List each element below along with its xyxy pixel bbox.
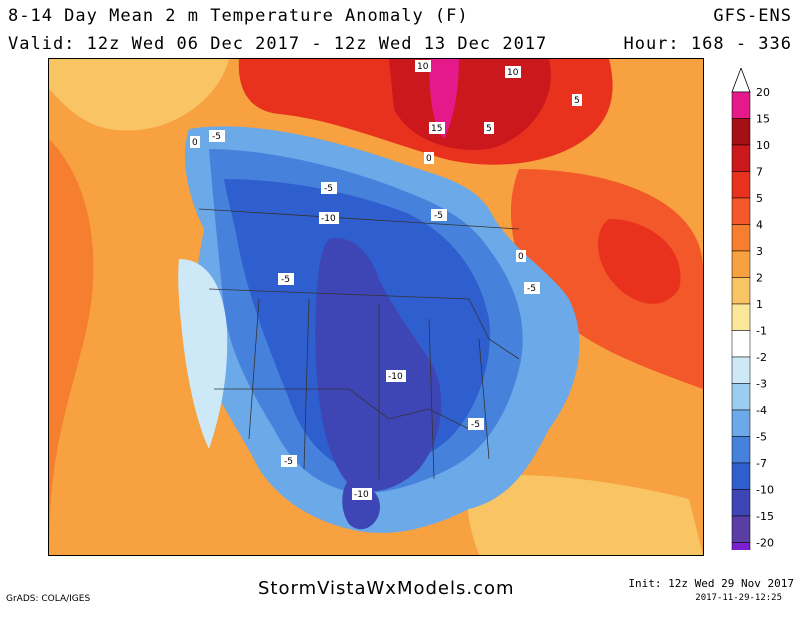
svg-text:5: 5 (486, 124, 492, 134)
svg-text:10: 10 (417, 62, 429, 72)
contour-label: -10 (352, 488, 372, 500)
legend-level-label: 15 (756, 113, 770, 126)
legend-color-box (731, 515, 751, 543)
legend-level-label: 4 (756, 219, 763, 232)
legend-color-box (731, 171, 751, 199)
legend-labels: 20 15 10 7 5 4 3 2 1 -1 -2 -3 -4 -5 -7 -10 -15 -20 (756, 86, 774, 550)
contour-label: -5 (278, 273, 294, 285)
svg-text:5: 5 (574, 96, 580, 106)
legend-color-box (731, 542, 751, 550)
map-title: 8-14 Day Mean 2 m Temperature Anomaly (F… (8, 6, 469, 26)
contour-label: -10 (319, 212, 339, 224)
contour-label: 5 (484, 122, 494, 134)
svg-text:-5: -5 (471, 420, 480, 430)
legend-top-arrow (731, 68, 751, 93)
caribbean-warm-area (467, 475, 703, 555)
svg-text:-5: -5 (527, 284, 536, 294)
legend-color-box (731, 462, 751, 490)
contour-label: 10 (505, 66, 521, 78)
contour-label: -5 (281, 455, 297, 467)
legend-color-box (731, 118, 751, 146)
website-name: StormVistaWxModels.com (258, 578, 515, 599)
legend-color-box (731, 277, 751, 305)
contour-label: -5 (524, 282, 540, 294)
legend-level-label: -2 (756, 351, 767, 364)
political-borders (198, 208, 520, 480)
legend-level-label: 2 (756, 272, 763, 285)
grads-credit: GrADS: COLA/IGES (6, 594, 91, 604)
legend-color-boxes (731, 68, 751, 550)
legend-level-label: -7 (756, 457, 767, 470)
legend-color-box (731, 144, 751, 172)
legend-level-label: -4 (756, 404, 767, 417)
svg-text:-5: -5 (434, 211, 443, 221)
cold-core-area (315, 238, 442, 492)
svg-text:-10: -10 (354, 490, 369, 500)
contour-label: 0 (516, 250, 526, 262)
svg-text:-5: -5 (281, 275, 290, 285)
forecast-hour: Hour: 168 - 336 (623, 34, 792, 54)
svg-text:-5: -5 (212, 132, 221, 142)
legend-color-box (731, 489, 751, 517)
valid-period: Valid: 12z Wed 06 Dec 2017 - 12z Wed 13 … (8, 34, 548, 54)
contour-label: -5 (321, 182, 337, 194)
svg-text:-5: -5 (324, 184, 333, 194)
anomaly-map: -5 -5 -10 -5 -5 -5 -10 -5 -5 -10 0 0 0 5… (48, 58, 704, 556)
svg-text:10: 10 (507, 68, 519, 78)
contour-label: -10 (386, 370, 406, 382)
map-canvas: -5 -5 -10 -5 -5 -5 -10 -5 -5 -10 0 0 0 5… (49, 59, 703, 555)
model-name: GFS-ENS (713, 6, 792, 26)
legend-color-box (731, 197, 751, 225)
contour-labels: -5 -5 -10 -5 -5 -5 -10 -5 -5 -10 0 0 0 5… (190, 60, 582, 500)
legend-level-label: 20 (756, 86, 770, 99)
svg-text:-10: -10 (321, 214, 336, 224)
contour-label: 10 (415, 60, 431, 72)
legend-color-box (731, 224, 751, 252)
legend-level-label: 7 (756, 166, 763, 179)
svg-text:15: 15 (431, 124, 442, 134)
alaska-warm-area (49, 59, 229, 131)
contour-label: 0 (424, 152, 434, 164)
legend-level-label: 5 (756, 192, 763, 205)
contour-label: 5 (572, 94, 582, 106)
legend-color-box (731, 250, 751, 278)
svg-text:-10: -10 (388, 372, 403, 382)
contour-label: -5 (209, 130, 225, 142)
legend-color-box (731, 409, 751, 437)
legend-color-box (731, 303, 751, 331)
legend-level-label: -20 (756, 537, 774, 550)
legend-level-label: -10 (756, 484, 774, 497)
contour-label: -5 (468, 418, 484, 430)
svg-text:0: 0 (192, 138, 198, 148)
legend-color-box (731, 91, 751, 119)
contour-label: 15 (429, 122, 445, 134)
init-time: Init: 12z Wed 29 Nov 2017 (628, 577, 794, 590)
legend-color-box (731, 330, 751, 358)
color-legend: 20 15 10 7 5 4 3 2 1 -1 -2 -3 -4 -5 -7 -10 -15 -20 (731, 68, 774, 550)
legend-level-label: 10 (756, 139, 770, 152)
render-timestamp: 2017-11-29-12:25 (695, 593, 782, 603)
legend-level-label: 3 (756, 245, 763, 258)
legend-color-box (731, 383, 751, 411)
legend-level-label: -15 (756, 510, 774, 523)
legend-level-label: -5 (756, 431, 767, 444)
legend-level-label: -3 (756, 378, 767, 391)
contour-label: 0 (190, 136, 200, 148)
legend-level-label: -1 (756, 325, 767, 338)
atlantic-core-warm (597, 219, 681, 304)
legend-level-label: 1 (756, 298, 763, 311)
legend-color-box (731, 436, 751, 464)
atlantic-warm-area (510, 169, 703, 389)
legend-color-box (731, 356, 751, 384)
svg-text:0: 0 (426, 154, 432, 164)
contour-label: -5 (431, 209, 447, 221)
pacific-warm-area (49, 139, 94, 555)
arctic-peak-area (429, 59, 459, 139)
svg-text:-5: -5 (284, 457, 293, 467)
svg-text:0: 0 (518, 252, 524, 262)
west-neutral-area (178, 259, 228, 449)
